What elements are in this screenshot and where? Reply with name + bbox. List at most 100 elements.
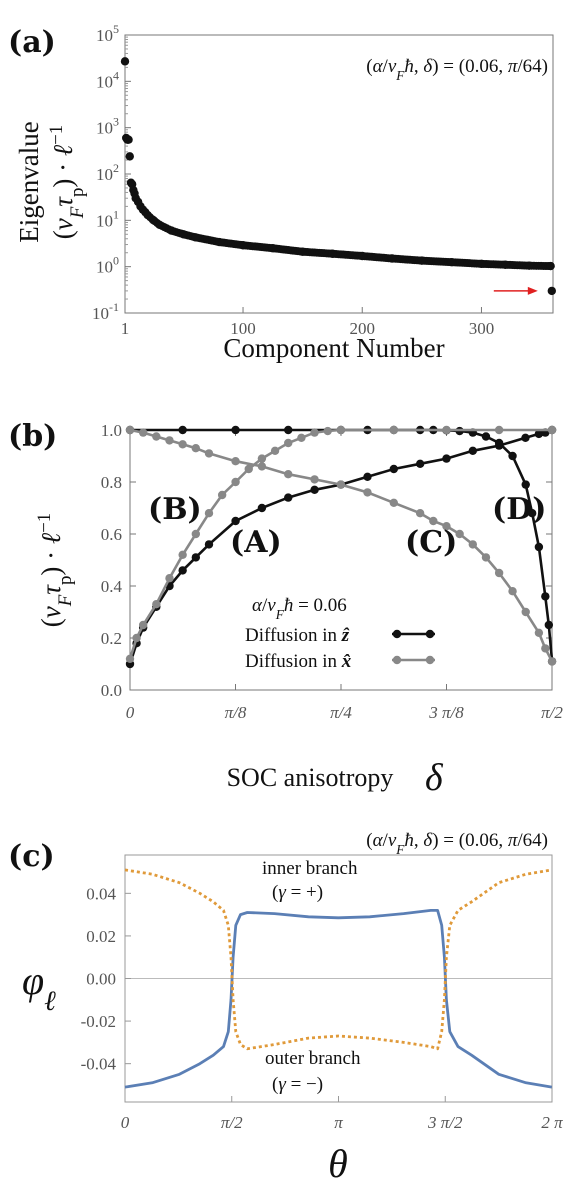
panel-b-point — [521, 607, 530, 617]
panel-c-ytick-label: 0.04 — [86, 884, 116, 903]
panel-b-point — [389, 425, 399, 435]
panel-b-point — [244, 464, 253, 474]
panel-b-point — [442, 454, 451, 463]
panel-b-point — [284, 470, 293, 479]
panel-b-point — [231, 477, 240, 487]
panel-a-xtick-label: 200 — [349, 319, 375, 338]
panel-b-ytick-label: 0.0 — [101, 681, 122, 700]
panel-a-arrowhead — [527, 286, 538, 295]
panel-a-ytick-label: 102 — [96, 161, 119, 184]
panel-b-point — [270, 446, 280, 455]
panel-b-point — [257, 462, 267, 471]
panel-b-point — [231, 457, 240, 466]
panel-b-point — [178, 425, 187, 435]
panel-b-point — [191, 529, 201, 539]
panel-b-ytick-label: 0.8 — [101, 473, 122, 492]
panel-b-label-D: (D) — [492, 492, 546, 527]
panel-a-point — [120, 57, 130, 66]
panel-c-ytick-label: 0.00 — [86, 970, 116, 989]
panel-b-point — [125, 654, 135, 663]
panel-c-ylabel: φℓ — [22, 958, 56, 1017]
panel-a-ytick-label: 103 — [96, 115, 119, 138]
panel-b-point — [363, 488, 372, 497]
panel-b-point — [138, 620, 148, 630]
panel-b-point — [468, 540, 478, 549]
panel-a-point — [268, 244, 278, 253]
panel-b-point — [125, 425, 135, 435]
panel-c-xtick-label: π/2 — [221, 1113, 243, 1132]
panel-b-point — [534, 429, 544, 439]
panel-a-point — [477, 259, 486, 269]
panel-b-point — [231, 516, 240, 526]
panel-b-point — [494, 568, 504, 578]
panel-b-legend-label-x: Diffusion in x̂ — [245, 651, 352, 672]
panel-a-point — [298, 247, 307, 256]
panel-a-xtick-label: 300 — [469, 319, 495, 338]
panel-a-point — [155, 220, 164, 230]
panel-b-point — [178, 550, 187, 559]
panel-b-point — [191, 444, 201, 453]
panel-b-point — [152, 432, 161, 441]
panel-a-label: (a) — [8, 25, 56, 60]
panel-b-point — [527, 509, 537, 518]
panel-c-ytick-label: -0.02 — [81, 1012, 116, 1031]
panel-a-point — [238, 241, 248, 250]
panel-b-xtick-label: 0 — [126, 703, 135, 722]
panel-a-point — [191, 233, 200, 242]
panel-c-xtick-label: 2 π — [541, 1113, 563, 1132]
panel-c-xtick-label: 0 — [121, 1113, 130, 1132]
panel-b-xtick-label: π/8 — [225, 703, 247, 722]
panel-b-point — [191, 553, 201, 562]
panel-b-point — [178, 440, 187, 449]
panel-c-xtick-label: π — [334, 1113, 343, 1132]
panel-a-point — [447, 257, 456, 267]
panel-b-point — [494, 425, 504, 435]
panel-b-point — [541, 592, 550, 601]
panel-c-outer-sublabel: (γ = −) — [272, 1074, 323, 1095]
panel-b-legend-marker — [425, 655, 435, 665]
panel-a-ytick-label: 100 — [96, 254, 119, 277]
panel-b-point — [481, 553, 491, 562]
panel-b-point — [310, 485, 319, 494]
panel-b-xtick-label: 3 π/8 — [428, 703, 464, 722]
panel-a-point — [417, 256, 427, 265]
panel-a-point — [547, 286, 557, 296]
panel-a-point — [167, 226, 176, 235]
panel-a-point — [143, 210, 152, 220]
panel-a-point — [125, 152, 134, 161]
panel-b-label-A: (A) — [230, 525, 282, 560]
panel-c-xtick-label: 3 π/2 — [427, 1113, 463, 1132]
panel-a-point — [387, 254, 397, 263]
panel-b-legend-marker — [392, 655, 402, 665]
panel-a-xlabel: Component Number — [223, 333, 444, 363]
panel-b-point — [363, 472, 372, 481]
panel-b-point — [547, 425, 557, 435]
panel-b-point — [257, 454, 267, 463]
panel-b-point — [284, 493, 293, 502]
panel-a-point — [179, 230, 188, 239]
panel-b-point — [132, 633, 141, 643]
panel-b-point — [468, 446, 478, 455]
panel-a-ytick-label: 105 — [96, 22, 119, 45]
panel-a-point — [501, 260, 510, 269]
panel-b-point — [415, 509, 425, 518]
panel-b-label-B: (B) — [148, 492, 202, 527]
panel-b-point — [323, 426, 332, 436]
panel-a-xtick-label: 1 — [121, 319, 130, 338]
panel-b-xlabel: SOC anisotropy — [227, 763, 394, 792]
panel-b-point — [429, 516, 438, 526]
panel-a-point — [328, 249, 337, 258]
panel-b-point — [494, 438, 504, 448]
panel-b-point — [336, 480, 346, 489]
panel-b-point — [544, 620, 554, 630]
panel-a-point — [124, 135, 133, 144]
panel-b-ylabel: (vFτp) · ℓ−1 — [34, 513, 76, 628]
panel-a-xtick-label: 100 — [230, 319, 256, 338]
panel-b-legend-label-z: Diffusion in ẑ — [245, 625, 350, 646]
panel-b-point — [442, 425, 451, 435]
panel-b-point — [204, 449, 214, 458]
panel-b-point — [165, 574, 174, 583]
panel-b-point — [534, 542, 544, 552]
panel-b-point — [231, 425, 240, 435]
panel-b-point — [534, 628, 544, 637]
